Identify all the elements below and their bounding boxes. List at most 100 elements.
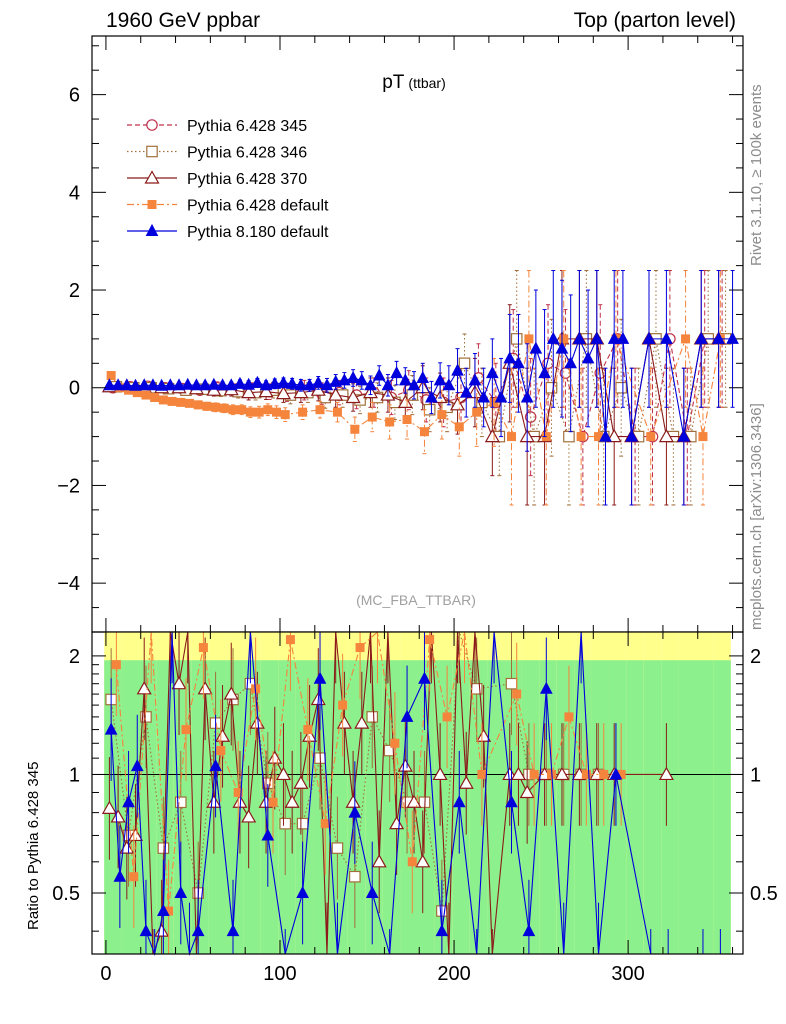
x-tick-label: 100 [263, 963, 296, 985]
ratio-point [206, 794, 222, 808]
y-tick-label: 4 [69, 182, 80, 204]
data-point [472, 407, 482, 417]
ratio-point [397, 758, 413, 772]
data-point [458, 357, 471, 370]
data-point [607, 331, 621, 344]
ratio-y-tick-label-right: 2 [750, 646, 761, 668]
data-point [241, 384, 257, 399]
ratio-ticks: 0.5 0.5 1 1 2 2 0 100 200 300 [52, 632, 778, 985]
ratio-point [338, 700, 348, 710]
data-point [272, 407, 282, 417]
data-point [389, 396, 401, 409]
data-point [450, 397, 466, 411]
legend-marker [145, 223, 159, 236]
data-point [545, 381, 558, 394]
data-point [546, 331, 560, 344]
data-point [245, 407, 255, 417]
band-green [191, 660, 209, 954]
ratio-point [313, 671, 327, 684]
ratio-point [390, 738, 400, 748]
data-point [158, 395, 168, 405]
band-green [713, 660, 731, 954]
legend-marker [146, 119, 158, 131]
data-point [298, 407, 308, 417]
ratio-point [505, 795, 518, 808]
data-point [677, 429, 691, 442]
ratio-series-layer [101, 630, 721, 957]
ratio-point [432, 766, 448, 781]
data-point [120, 378, 134, 391]
ratio-point [191, 924, 205, 937]
data-point [625, 429, 638, 442]
data-point [150, 393, 160, 403]
data-point [468, 373, 482, 386]
data-point [345, 389, 361, 404]
main-series-layer [101, 269, 739, 506]
ratio-point [303, 725, 313, 735]
ratio-point [425, 635, 435, 645]
data-point [484, 428, 500, 443]
ratio-point [348, 805, 362, 818]
data-point [442, 378, 456, 391]
legend-label: Pythia 6.428 346 [187, 145, 307, 162]
data-point [425, 390, 438, 403]
series-line [116, 338, 726, 439]
data-point [503, 351, 517, 364]
ratio-point [130, 759, 144, 772]
ratio-point [349, 870, 361, 883]
data-point [590, 331, 604, 344]
ratio-point [336, 715, 352, 729]
ratio-point [415, 854, 431, 868]
data-point [477, 390, 490, 403]
band-green [591, 660, 609, 954]
data-point [564, 356, 578, 369]
data-point [433, 373, 447, 386]
ratio-point [171, 675, 187, 690]
ratio-point [331, 842, 344, 854]
x-tick-label: 200 [437, 963, 470, 985]
ratio-point [371, 854, 387, 868]
ratio-point [261, 828, 275, 841]
x-tick-label: 0 [100, 963, 111, 985]
data-point [320, 378, 334, 391]
ratio-point [510, 766, 526, 781]
data-point [512, 356, 525, 369]
data-point [329, 374, 343, 387]
ratio-point [345, 794, 361, 808]
ratio-point [442, 712, 452, 722]
data-point [216, 378, 229, 391]
data-point [381, 378, 395, 391]
ratio-point [275, 766, 291, 781]
data-point [164, 378, 177, 391]
ratio-point [216, 746, 226, 756]
legend-label: Pythia 6.428 default [187, 198, 329, 215]
data-point [573, 331, 586, 344]
ratio-point [127, 827, 144, 842]
header-right-title: Top (parton level) [574, 9, 736, 32]
main-panel: −4 −2 0 2 4 6 pT (ttbar) (MC_FBA_TTBAR) Pythia… [57, 35, 744, 633]
data-point [658, 428, 674, 443]
ratio-point [198, 643, 208, 653]
ratio-point [181, 725, 191, 735]
data-point [293, 384, 309, 399]
data-point [694, 331, 708, 344]
band-green [574, 660, 592, 954]
data-point [258, 383, 274, 398]
data-point [277, 375, 290, 388]
ratio-point [320, 819, 330, 829]
y-tick-label: 2 [69, 280, 80, 302]
ratio-point [435, 924, 449, 937]
ratio-point [122, 795, 135, 808]
data-point [416, 370, 430, 383]
data-point [254, 407, 264, 417]
data-point [646, 432, 656, 442]
data-point [263, 405, 273, 415]
band-green [608, 660, 627, 954]
rivet-label: Rivet 3.1.10, ≥ 100k events [748, 84, 765, 266]
ratio-point [174, 796, 187, 809]
ratio-point [476, 728, 492, 742]
ratio-point [564, 712, 574, 722]
data-point [184, 398, 194, 408]
data-point [616, 331, 630, 344]
data-point [328, 387, 344, 401]
